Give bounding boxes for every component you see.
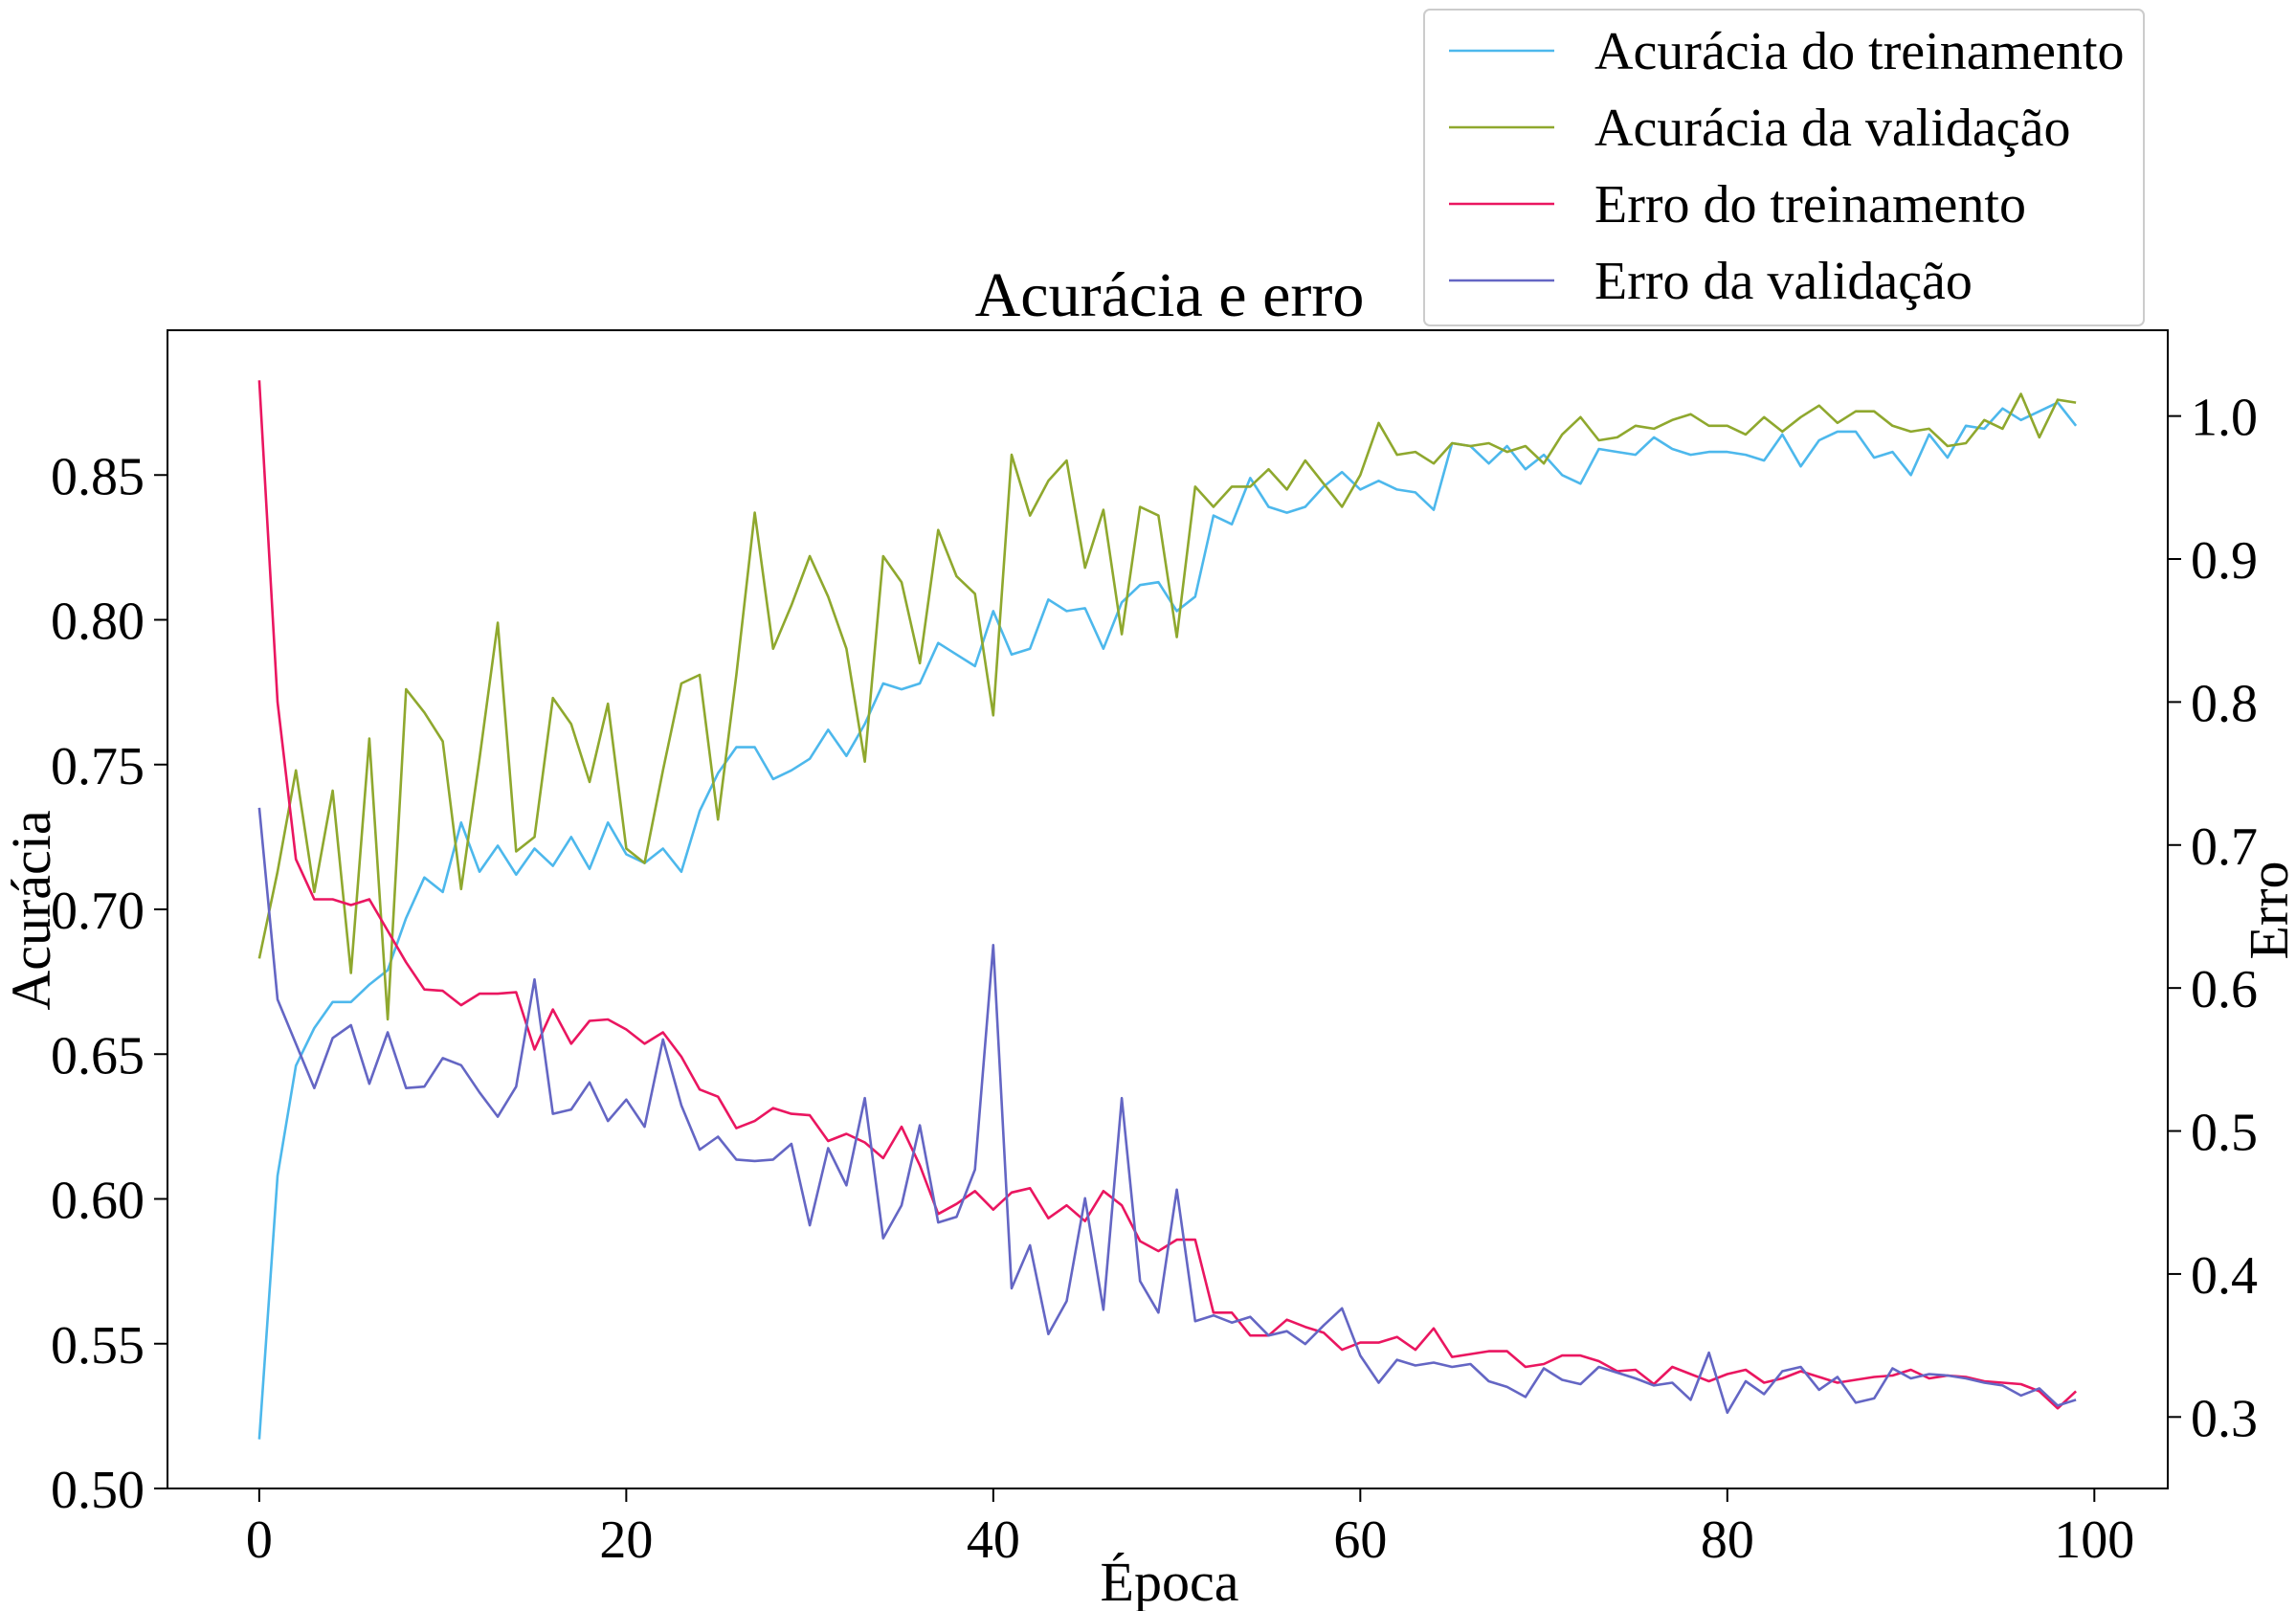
- y-tick-label: 0.85: [51, 447, 145, 506]
- legend-item: Erro da validação: [1449, 252, 1973, 311]
- legend-item: Erro do treinamento: [1449, 175, 2026, 235]
- x-tick-label: 80: [1701, 1510, 1754, 1570]
- y2-tick-label: 0.9: [2191, 531, 2258, 591]
- y-tick-label: 0.50: [51, 1461, 145, 1520]
- legend-box: [1423, 9, 2145, 326]
- series-line-1: [257, 401, 2078, 1440]
- legend: Acurácia do treinamento Acurácia da vali…: [1423, 9, 2145, 326]
- x-axis-ticks: 0 20 40 60 80 100: [246, 1488, 2134, 1570]
- legend-item: Acurácia da validação: [1449, 99, 2070, 158]
- series-layer: [257, 380, 2078, 1440]
- y2-tick-label: 0.5: [2191, 1104, 2258, 1163]
- y-axis-left-label: Acurácia: [0, 810, 62, 1010]
- y-axis-right-label: Erro: [2238, 861, 2296, 959]
- series-line-4: [257, 807, 2077, 1415]
- legend-label: Acurácia da validação: [1594, 99, 2070, 158]
- x-axis-label: Época: [1101, 1551, 1239, 1611]
- y-tick-label: 0.70: [51, 882, 145, 941]
- x-tick-label: 60: [1333, 1510, 1387, 1570]
- y2-tick-label: 1.0: [2191, 389, 2258, 448]
- y-tick-label: 0.65: [51, 1026, 145, 1085]
- legend-label: Erro do treinamento: [1594, 175, 2026, 235]
- y2-tick-label: 0.6: [2191, 960, 2258, 1019]
- y2-tick-label: 0.3: [2191, 1389, 2258, 1448]
- chart-title: Acurácia e erro: [975, 260, 1365, 330]
- plot-frame: [167, 329, 2169, 1489]
- y-axis-right-ticks: 0.3 0.4 0.5 0.6 0.7 0.8 0.9 1.0: [2168, 389, 2258, 1448]
- y-tick-label: 0.60: [51, 1172, 145, 1231]
- legend-label: Acurácia do treinamento: [1594, 22, 2125, 81]
- y-axis-left-ticks: 0.50 0.55 0.60 0.65 0.70 0.75 0.80 0.85: [51, 447, 167, 1520]
- y2-tick-label: 0.4: [2191, 1246, 2258, 1306]
- x-tick-label: 20: [599, 1510, 653, 1570]
- legend-item: Acurácia do treinamento: [1449, 22, 2125, 81]
- x-tick-label: 0: [246, 1510, 273, 1570]
- y2-tick-label: 0.8: [2191, 674, 2258, 733]
- y-tick-label: 0.80: [51, 593, 145, 652]
- y2-tick-label: 0.7: [2191, 817, 2258, 877]
- series-line-2: [257, 392, 2077, 1021]
- y-tick-label: 0.75: [51, 737, 145, 796]
- legend-label: Erro da validação: [1594, 252, 1973, 311]
- x-tick-label: 100: [2054, 1510, 2134, 1570]
- x-tick-label: 40: [967, 1510, 1020, 1570]
- y-tick-label: 0.55: [51, 1316, 145, 1376]
